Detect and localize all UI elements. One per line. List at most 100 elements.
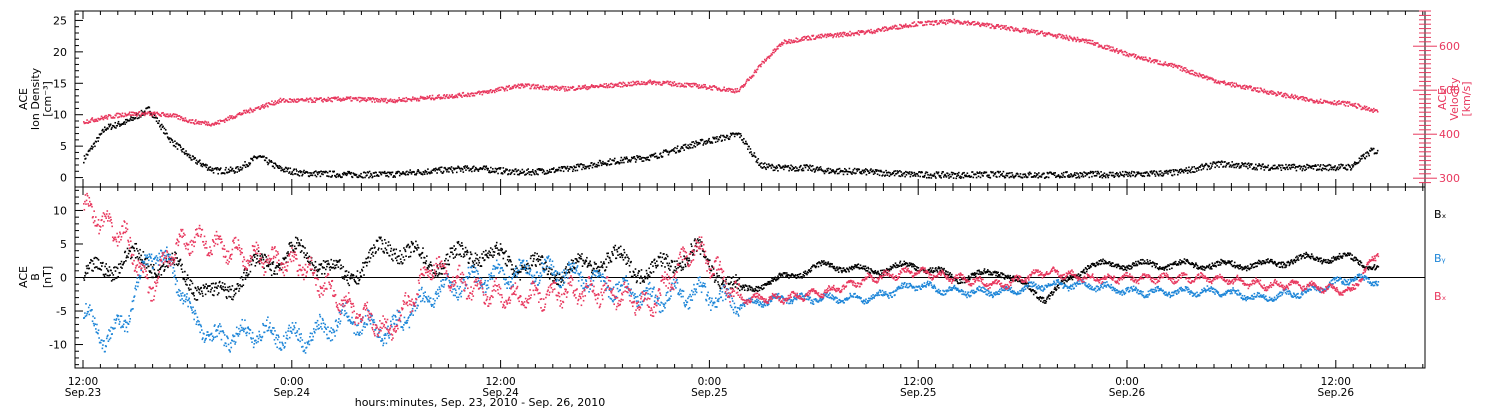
top-data-point <box>488 92 490 94</box>
bottom-data-point <box>184 271 186 273</box>
top-data-point <box>537 84 539 86</box>
bottom-data-point <box>279 267 281 269</box>
top-data-point <box>606 165 608 167</box>
top-data-point <box>1188 166 1190 168</box>
bottom-data-point <box>158 273 160 275</box>
top-data-point <box>1225 166 1227 168</box>
top-data-point <box>199 159 201 161</box>
top-data-point <box>456 172 458 174</box>
bottom-data-point <box>88 268 90 270</box>
top-data-point <box>624 82 626 84</box>
top-data-point <box>591 162 593 164</box>
top-data-point <box>385 98 387 100</box>
top-data-point <box>1022 177 1024 179</box>
top-data-point <box>692 147 694 149</box>
top-data-point <box>177 118 179 120</box>
bottom-data-point <box>237 283 239 285</box>
top-data-point <box>1008 27 1010 29</box>
top-data-point <box>902 27 904 29</box>
bottom-data-point <box>127 248 129 250</box>
top-data-point <box>1251 163 1253 165</box>
top-data-point <box>905 23 907 25</box>
top-data-point <box>1285 97 1287 99</box>
top-data-point <box>1071 174 1073 176</box>
top-data-point <box>912 172 914 174</box>
bottom-data-point <box>256 262 258 264</box>
top-data-point <box>716 86 718 88</box>
top-data-point <box>720 135 722 137</box>
top-data-point <box>1294 94 1296 96</box>
top-data-point <box>104 126 106 128</box>
top-data-point <box>107 118 109 120</box>
top-data-point <box>1157 60 1159 62</box>
top-data-point <box>406 171 408 173</box>
top-data-point <box>1185 67 1187 69</box>
top-data-point <box>224 173 226 175</box>
top-data-point <box>972 177 974 179</box>
top-data-point <box>1255 164 1257 166</box>
top-data-point <box>982 175 984 177</box>
bottom-data-point <box>93 263 95 265</box>
top-data-point <box>392 171 394 173</box>
top-data-point <box>750 148 752 150</box>
bottom-data-point <box>83 277 85 279</box>
top-data-point <box>1250 86 1252 88</box>
top-data-point <box>813 35 815 37</box>
top-data-point <box>904 176 906 178</box>
top-data-point <box>523 171 525 173</box>
bottom-data-point <box>248 273 250 275</box>
top-data-point <box>1163 173 1165 175</box>
top-data-point <box>1012 174 1014 176</box>
top-data-point <box>1159 61 1161 63</box>
bottom-data-point <box>148 266 150 268</box>
top-data-point <box>405 174 407 176</box>
top-data-point <box>489 170 491 172</box>
top-data-point <box>936 20 938 22</box>
top-data-point <box>835 170 837 172</box>
top-data-point <box>384 171 386 173</box>
bottom-data-point <box>335 260 337 262</box>
top-data-point <box>757 162 759 164</box>
top-data-point <box>626 158 628 160</box>
bottom-data-point <box>365 258 367 260</box>
top-data-point <box>999 176 1001 178</box>
bottom-data-point <box>353 279 355 281</box>
bottom-data-point <box>327 260 329 262</box>
top-data-point <box>763 62 765 64</box>
top-data-point <box>774 169 776 171</box>
top-data-point <box>854 168 856 170</box>
top-data-point <box>468 167 470 169</box>
top-data-point <box>97 140 99 142</box>
top-data-point <box>598 162 600 164</box>
top-data-point <box>441 166 443 168</box>
top-data-point <box>567 86 569 88</box>
top-data-point <box>107 128 109 130</box>
top-data-point <box>796 167 798 169</box>
top-data-point <box>1024 176 1026 178</box>
top-data-point <box>1026 28 1028 30</box>
top-data-point <box>1141 56 1143 58</box>
top-data-point <box>900 28 902 30</box>
top-data-point <box>757 158 759 160</box>
top-data-point <box>183 148 185 150</box>
top-data-point <box>824 173 826 175</box>
top-data-point <box>743 138 745 140</box>
top-data-point <box>527 168 529 170</box>
top-data-point <box>955 173 957 175</box>
top-data-point <box>630 161 632 163</box>
bottom-data-point <box>223 290 225 292</box>
top-data-point <box>522 169 524 171</box>
top-data-point <box>1066 35 1068 37</box>
top-data-point <box>889 172 891 174</box>
top-data-point <box>1252 90 1254 92</box>
top-data-point <box>1235 86 1237 88</box>
top-data-point <box>820 37 822 39</box>
top-data-point <box>567 166 569 168</box>
bottom-data-point <box>289 242 291 244</box>
top-data-point <box>1228 82 1230 84</box>
top-data-point <box>650 81 652 83</box>
bottom-data-point <box>372 252 374 254</box>
bottom-data-point <box>90 262 92 264</box>
top-data-point <box>1358 162 1360 164</box>
top-data-point <box>526 85 528 87</box>
